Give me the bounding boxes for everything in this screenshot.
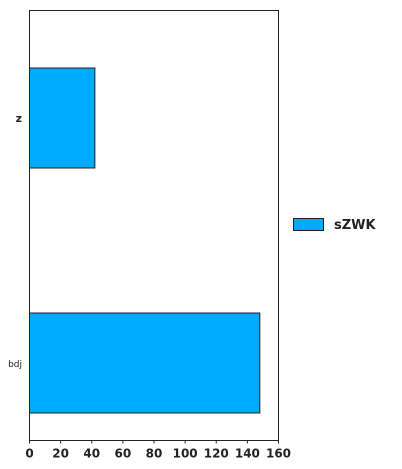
x-tick-label-20: 20 (52, 447, 69, 461)
x-tick-label-0: 0 (25, 447, 33, 461)
x-tick-label-60: 60 (115, 447, 132, 461)
legend-swatch (293, 218, 324, 231)
x-tick-label-40: 40 (83, 447, 100, 461)
x-axis: 0 20 40 60 80 100 120 140 160 (25, 440, 291, 461)
x-tick-label-100: 100 (173, 447, 198, 461)
x-tick-label-140: 140 (235, 447, 260, 461)
x-tick-label-80: 80 (146, 447, 163, 461)
legend: sZWK (293, 218, 377, 233)
y-axis: z bdj (8, 112, 22, 370)
bar-z (29, 67, 96, 169)
category-label-z: z (16, 112, 22, 125)
x-tick-label-120: 120 (204, 447, 229, 461)
category-label-bdj: bdj (8, 360, 22, 370)
bar-bdj (29, 312, 261, 414)
bars-group (29, 67, 261, 414)
x-tick-label-160: 160 (266, 447, 291, 461)
legend-label-szwk: sZWK (334, 218, 377, 233)
